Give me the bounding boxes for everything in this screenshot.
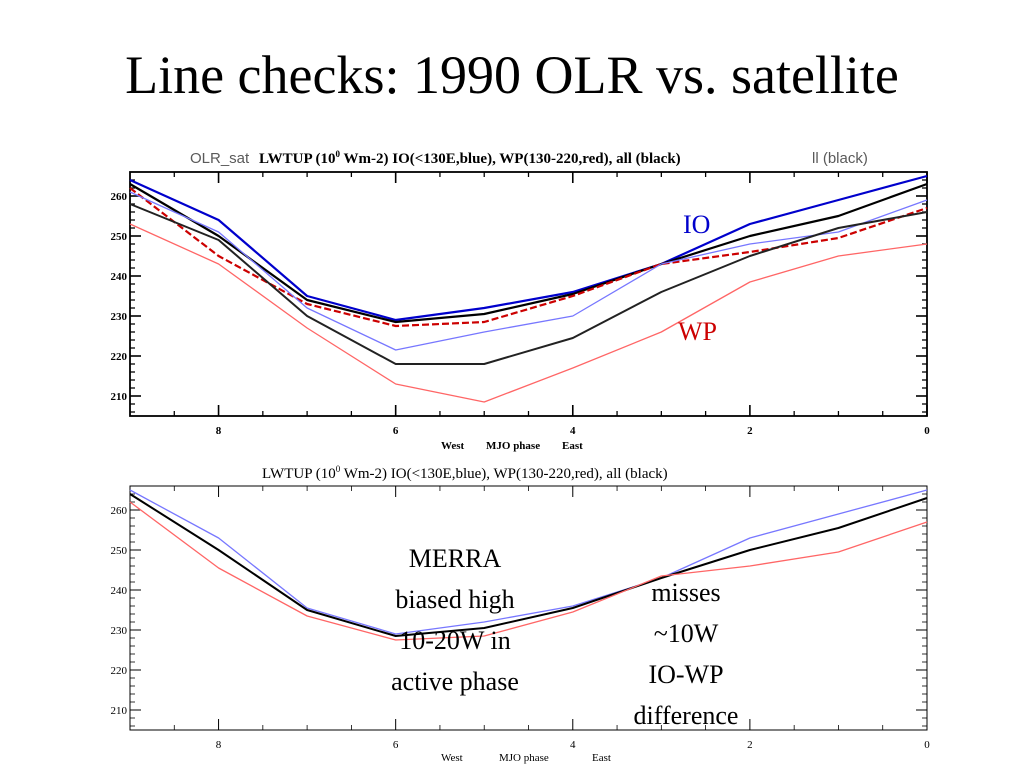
top-xlabel-east: East: [562, 440, 583, 452]
top-chart-title-underlay: OLR_sat: [190, 150, 250, 167]
top-series-line: [129, 182, 928, 324]
annotation-misses: misses ~10W IO-WP difference: [634, 578, 739, 730]
annotation-merra-line: biased high: [395, 585, 514, 614]
top-series-line: [129, 191, 928, 351]
y-tick-label: 260: [111, 505, 128, 517]
x-tick-label: 2: [747, 739, 753, 751]
y-tick-label: 210: [111, 705, 128, 717]
top-title-rest: Wm-2) IO(<130E,blue), WP(130-220,red), a…: [340, 151, 681, 167]
bottom-series-lines: [129, 489, 928, 641]
x-tick-label: 2: [747, 425, 753, 437]
top-title-main: LWTUP (10: [259, 151, 336, 167]
top-title-sup: 0: [336, 149, 341, 159]
y-tick-label: 240: [111, 271, 128, 283]
bottom-axes: 210 220 230 240 250 260 8 6 4 2 0: [111, 486, 930, 751]
annotation-misses-line: ~10W: [654, 619, 719, 648]
bottom-title-sup: 0: [336, 464, 341, 474]
annotation-merra-line: 10-20W in: [399, 626, 510, 655]
x-tick-label: 0: [924, 739, 930, 751]
top-series-line: [129, 174, 928, 322]
x-tick-label: 6: [393, 425, 399, 437]
y-tick-label: 220: [111, 351, 128, 363]
bottom-xlabel-east: East: [592, 752, 611, 764]
top-label-io: IO: [683, 210, 710, 239]
annotation-merra-line: MERRA: [409, 544, 502, 573]
x-tick-label: 4: [570, 739, 576, 751]
x-tick-label: 8: [216, 739, 222, 751]
x-tick-label: 8: [216, 425, 222, 437]
top-series-line: [129, 223, 928, 403]
top-series-line: [129, 203, 928, 365]
y-tick-label: 230: [111, 311, 128, 323]
y-tick-label: 240: [111, 585, 128, 597]
x-tick-label: 4: [570, 425, 576, 437]
bottom-xlabel-mid: MJO phase: [499, 752, 549, 764]
bottom-series-line: [129, 493, 928, 637]
y-tick-label: 250: [111, 545, 128, 557]
top-chart: OLR_sat ll (black) LWTUP (100 Wm-2) IO(<…: [111, 149, 931, 452]
top-series-lines: [129, 174, 928, 403]
bottom-xlabel-west: West: [441, 752, 463, 764]
top-axes: 210 220 230 240 250 260 8 6 4 2 0: [111, 172, 930, 437]
bottom-title-rest: Wm-2) IO(<130E,blue), WP(130-220,red), a…: [340, 466, 667, 482]
top-chart-title: LWTUP (100 Wm-2) IO(<130E,blue), WP(130-…: [259, 149, 681, 167]
annotation-misses-line: misses: [651, 578, 720, 607]
y-tick-label: 210: [111, 391, 128, 403]
top-xlabel-west: West: [441, 440, 465, 452]
annotation-merra: MERRA biased high 10-20W in active phase: [391, 544, 519, 696]
bottom-series-line: [129, 489, 928, 635]
y-tick-label: 260: [111, 191, 128, 203]
top-chart-title-underlay-right: ll (black): [812, 150, 868, 167]
y-tick-label: 250: [111, 231, 128, 243]
top-series-line: [129, 187, 928, 328]
top-label-wp: WP: [678, 317, 717, 346]
x-tick-label: 6: [393, 739, 399, 751]
y-tick-label: 230: [111, 625, 128, 637]
annotation-merra-line: active phase: [391, 667, 519, 696]
bottom-series-line: [129, 501, 928, 641]
bottom-title-main: LWTUP (10: [262, 466, 336, 482]
bottom-chart-title: LWTUP (100 Wm-2) IO(<130E,blue), WP(130-…: [262, 464, 668, 482]
x-tick-label: 0: [924, 425, 930, 437]
slide-title: Line checks: 1990 OLR vs. satellite: [125, 45, 899, 105]
annotation-misses-line: difference: [634, 701, 739, 730]
y-tick-label: 220: [111, 665, 128, 677]
annotation-misses-line: IO-WP: [648, 660, 723, 689]
top-xlabel-mid: MJO phase: [486, 440, 540, 452]
bottom-chart: LWTUP (100 Wm-2) IO(<130E,blue), WP(130-…: [111, 464, 931, 764]
